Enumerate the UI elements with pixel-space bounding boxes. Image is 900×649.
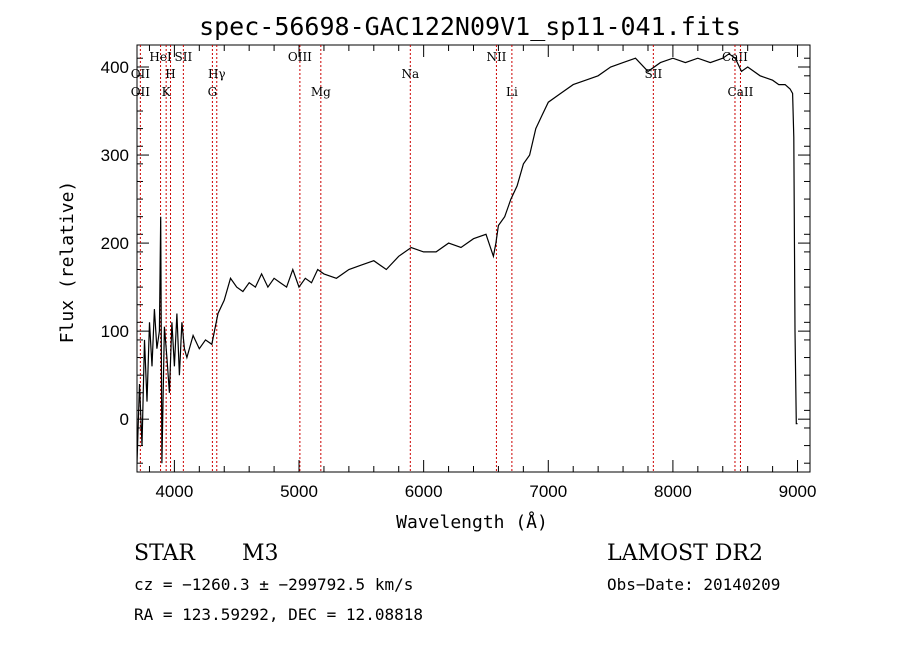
y-tick-label: 300 bbox=[101, 146, 129, 165]
y-tick-label: 200 bbox=[101, 234, 129, 253]
x-tick-label: 8000 bbox=[654, 482, 692, 501]
chart-title: spec-56698-GAC122N09V1_sp11-041.fits bbox=[199, 12, 741, 41]
x-tick-label: 5000 bbox=[280, 482, 318, 501]
line-label-h: H bbox=[165, 67, 175, 81]
x-tick-label: 4000 bbox=[155, 482, 193, 501]
x-tick-label: 6000 bbox=[405, 482, 443, 501]
y-axis-label: Flux (relative) bbox=[57, 181, 78, 344]
coordinates-text: RA = 123.59292, DEC = 12.08818 bbox=[134, 605, 423, 624]
line-label-oii: OII bbox=[131, 85, 151, 99]
line-label-oiii: OIII bbox=[288, 50, 312, 64]
x-tick-label: 7000 bbox=[529, 482, 567, 501]
redshift-text: cz = −1260.3 ± −299792.5 km/s bbox=[134, 575, 413, 594]
x-axis-label: Wavelength (Å) bbox=[396, 511, 548, 533]
line-label-sii: SII bbox=[644, 67, 662, 81]
object-subclass: M3 bbox=[242, 541, 279, 566]
plot-frame bbox=[136, 44, 811, 473]
y-tick-label: 0 bbox=[120, 410, 129, 429]
line-label-nii: NII bbox=[486, 50, 506, 64]
line-label-caii: CaII bbox=[722, 50, 748, 64]
line-label-k: K bbox=[162, 85, 172, 99]
object-class: STAR bbox=[134, 541, 196, 566]
spectrum-line bbox=[137, 53, 798, 464]
line-label-li: Li bbox=[506, 85, 518, 99]
line-label-caii: CaII bbox=[728, 85, 754, 99]
line-label-mg: Mg bbox=[311, 85, 331, 99]
x-tick-label: 9000 bbox=[779, 482, 817, 501]
survey-name: LAMOST DR2 bbox=[607, 541, 763, 566]
y-tick-label: 100 bbox=[101, 322, 129, 341]
line-label-hei: HeI bbox=[149, 50, 172, 64]
line-label-na: Na bbox=[401, 67, 419, 81]
line-label-hγ: Hγ bbox=[208, 67, 226, 81]
y-tick-label: 400 bbox=[101, 58, 129, 77]
line-label-sii: SII bbox=[175, 50, 193, 64]
line-label-g: G bbox=[208, 85, 218, 99]
line-label-oii: OII bbox=[131, 67, 151, 81]
obs-date-text: Obs−Date: 20140209 bbox=[607, 575, 780, 594]
